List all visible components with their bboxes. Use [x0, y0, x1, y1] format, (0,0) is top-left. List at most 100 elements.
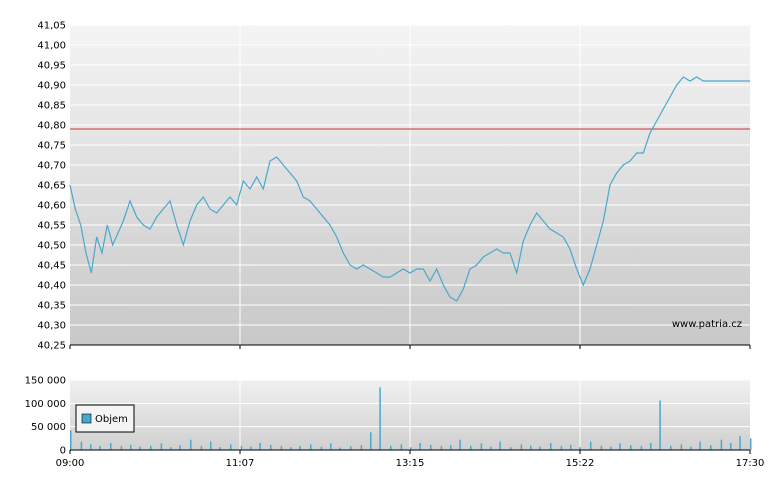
volume-bar — [640, 446, 643, 450]
volume-bar — [619, 443, 621, 450]
volume-bar — [400, 444, 403, 450]
volume-bar — [110, 443, 112, 450]
volume-bar — [379, 387, 381, 450]
volume-bar — [670, 445, 672, 450]
volume-bar — [440, 446, 443, 450]
time-label: 15:22 — [566, 458, 595, 469]
price-y-tick-label: 40,70 — [37, 161, 66, 172]
legend-swatch — [81, 413, 92, 424]
price-y-tick-label: 40,95 — [37, 61, 66, 72]
volume-bar — [170, 447, 172, 450]
volume-bar — [450, 445, 452, 450]
price-y-tick-label: 40,30 — [37, 321, 66, 332]
volume-bar — [750, 438, 752, 450]
volume-bar — [230, 444, 232, 450]
price-gridlines — [70, 24, 750, 346]
volume-bar — [490, 446, 492, 450]
price-y-tick-label: 40,40 — [37, 281, 66, 292]
price-y-tick-label: 40,65 — [37, 181, 66, 192]
volume-bar — [710, 445, 712, 450]
price-y-axis-labels: 40,25 40,30 40,35 40,40 40,45 40,50 40,55 40,60… — [37, 21, 66, 352]
volume-bar — [299, 445, 301, 450]
volume-y-tick-label: 0 — [60, 446, 66, 457]
time-axis-labels: 09:00 11:07 13:15 15:22 17:30 — [56, 458, 765, 469]
volume-bar — [370, 432, 372, 450]
volume-bar — [280, 446, 283, 450]
time-label: 13:15 — [396, 458, 425, 469]
volume-bar — [739, 436, 741, 450]
volume-bar — [470, 445, 472, 450]
volume-bar — [390, 445, 392, 450]
price-y-tick-label: 40,90 — [37, 81, 66, 92]
volume-bars — [70, 387, 752, 450]
volume-bar — [699, 441, 701, 450]
volume-bar — [190, 439, 192, 450]
time-label: 17:30 — [736, 458, 765, 469]
volume-bar — [179, 445, 181, 450]
time-label: 09:00 — [56, 458, 85, 469]
volume-bar — [459, 439, 461, 450]
volume-bar — [520, 444, 523, 450]
volume-bar — [550, 443, 552, 450]
price-y-tick-label: 40,25 — [37, 341, 66, 352]
volume-bar — [139, 446, 141, 450]
price-y-tick-label: 40,85 — [37, 101, 66, 112]
volume-bar — [210, 441, 212, 450]
volume-bar — [730, 443, 732, 450]
volume-bar — [430, 444, 432, 450]
volume-bar — [650, 443, 652, 450]
volume-bar — [499, 441, 501, 450]
volume-bar — [160, 443, 163, 450]
volume-bar — [219, 447, 221, 450]
price-line — [69, 76, 750, 302]
time-label: 11:07 — [226, 458, 255, 469]
volume-bar — [90, 444, 92, 450]
volume-bar — [530, 445, 532, 450]
volume-legend: Objem — [75, 404, 135, 433]
volume-bar — [259, 443, 261, 450]
volume-bar — [350, 446, 352, 450]
volume-x-ticks — [69, 450, 751, 454]
volume-bar — [579, 447, 581, 450]
volume-bar — [339, 447, 341, 450]
volume-bar — [330, 443, 332, 450]
volume-bar — [310, 444, 312, 450]
volume-bar — [690, 446, 692, 450]
volume-bar — [610, 446, 612, 450]
volume-y-tick-label: 150 000 — [25, 376, 66, 387]
volume-bar — [720, 439, 723, 450]
volume-bar — [70, 430, 72, 450]
volume-bar — [320, 446, 323, 450]
price-y-tick-label: 40,55 — [37, 221, 66, 232]
volume-bar — [99, 445, 101, 450]
volume-bar — [250, 446, 252, 450]
watermark: www.patria.cz — [672, 319, 742, 330]
volume-bar — [480, 443, 483, 450]
price-y-tick-label: 40,75 — [37, 141, 66, 152]
price-x-ticks — [69, 345, 751, 349]
volume-bar — [419, 443, 421, 450]
volume-bar — [570, 444, 572, 450]
volume-bar — [659, 400, 661, 450]
volume-bar — [290, 447, 292, 450]
volume-y-tick-label: 50 000 — [31, 422, 66, 433]
volume-y-axis-labels: 0 50 000 100 000 150 000 — [25, 376, 66, 457]
volume-bar — [360, 445, 363, 450]
price-y-tick-label: 40,35 — [37, 301, 66, 312]
volume-bar — [410, 447, 412, 450]
volume-bar — [630, 445, 632, 450]
price-y-tick-label: 41,00 — [37, 41, 66, 52]
price-y-tick-label: 40,45 — [37, 261, 66, 272]
volume-bar — [510, 447, 512, 450]
legend-label: Objem — [95, 414, 128, 425]
volume-bar — [200, 446, 203, 450]
volume-bar — [80, 441, 83, 450]
price-y-tick-label: 40,60 — [37, 201, 66, 212]
volume-bar — [590, 441, 592, 450]
volume-bar — [130, 444, 132, 450]
volume-bar — [150, 445, 152, 450]
volume-bar — [539, 446, 541, 450]
volume-bar — [270, 444, 272, 450]
volume-bar — [680, 444, 683, 450]
